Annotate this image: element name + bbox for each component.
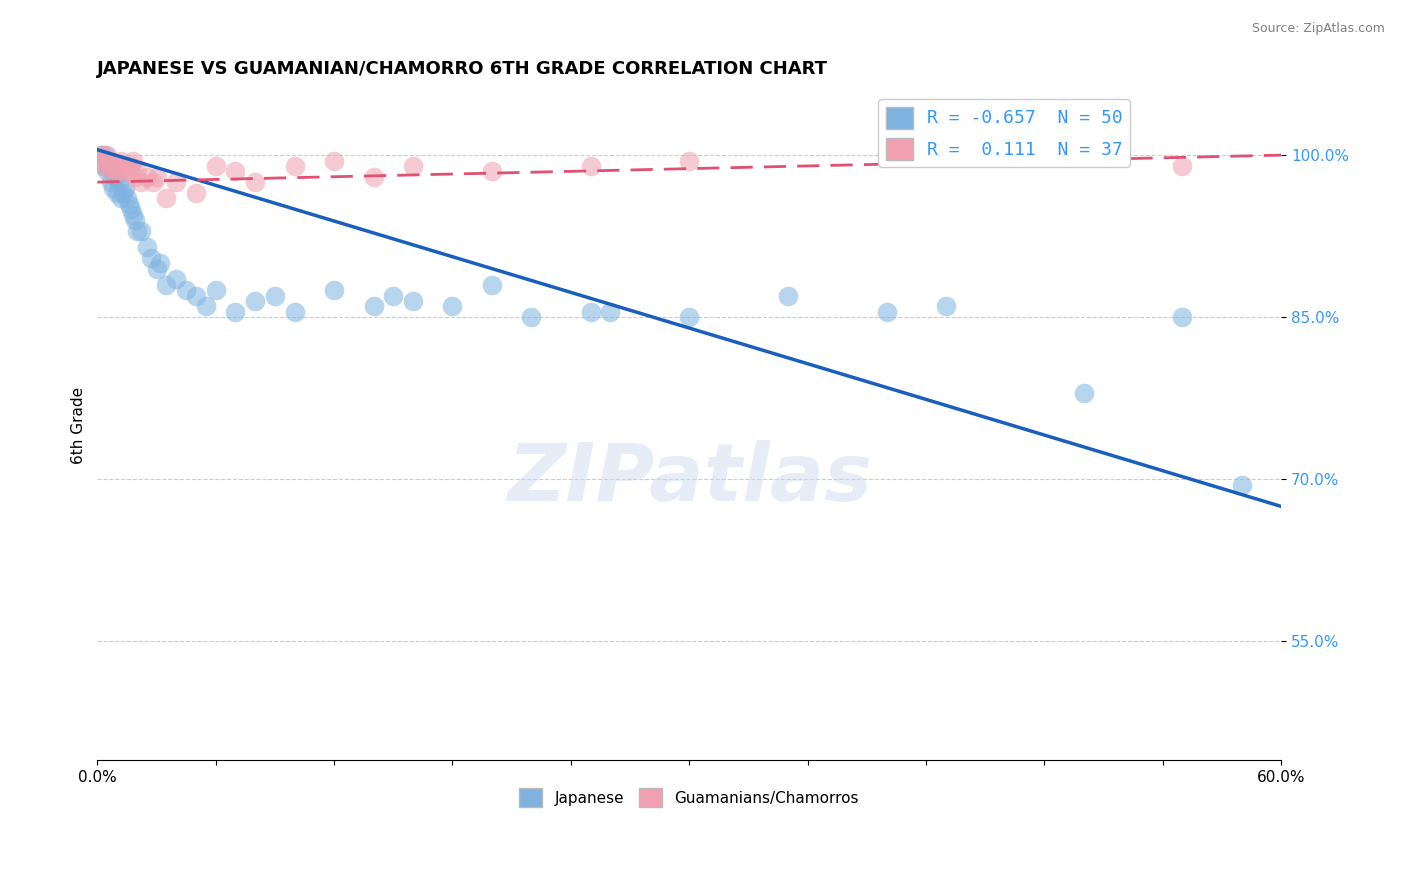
Point [194,300,217,314]
Point [125,164,148,178]
Point [149,256,172,270]
Point [121,208,143,222]
Point [1073,385,1095,400]
Point [139,251,162,265]
Point [98,153,121,168]
Point [124,169,146,184]
Point [96,148,118,162]
Point [108,159,131,173]
Point [94,148,117,162]
Point [129,175,152,189]
Point [284,159,307,173]
Point [104,159,127,173]
Point [165,272,187,286]
Point [114,180,136,194]
Point [90,148,112,162]
Point [174,283,197,297]
Point [402,293,425,308]
Point [115,191,138,205]
Point [135,240,157,254]
Point [105,164,128,178]
Point [101,180,124,194]
Point [145,261,167,276]
Point [599,305,621,319]
Point [1171,310,1194,325]
Point [1171,159,1194,173]
Point [104,169,127,184]
Point [100,164,122,178]
Point [678,310,700,325]
Point [155,191,177,205]
Point [243,175,266,189]
Point [776,288,799,302]
Point [155,277,177,292]
Point [382,288,405,302]
Y-axis label: 6th Grade: 6th Grade [72,387,86,464]
Point [105,186,128,200]
Point [204,159,226,173]
Point [184,186,207,200]
Point [101,159,124,173]
Point [110,153,132,168]
Point [111,186,134,200]
Point [110,191,132,205]
Point [441,300,464,314]
Point [520,310,543,325]
Point [224,164,246,178]
Text: Source: ZipAtlas.com: Source: ZipAtlas.com [1251,22,1385,36]
Point [118,164,141,178]
Point [145,169,167,184]
Point [1230,477,1253,491]
Point [935,300,957,314]
Legend: Japanese, Guamanians/Chamorros: Japanese, Guamanians/Chamorros [513,782,865,813]
Point [481,164,503,178]
Point [91,153,114,168]
Point [264,288,287,302]
Point [323,153,346,168]
Point [165,175,187,189]
Point [363,300,385,314]
Point [121,153,143,168]
Point [96,164,118,178]
Point [678,153,700,168]
Point [481,277,503,292]
Point [402,159,425,173]
Text: JAPANESE VS GUAMANIAN/CHAMORRO 6TH GRADE CORRELATION CHART: JAPANESE VS GUAMANIAN/CHAMORRO 6TH GRADE… [97,60,828,78]
Point [125,224,148,238]
Point [118,196,141,211]
Point [204,283,226,297]
Point [184,288,207,302]
Text: ZIPatlas: ZIPatlas [506,440,872,518]
Point [108,175,131,189]
Point [243,293,266,308]
Point [284,305,307,319]
Point [876,148,898,162]
Point [876,305,898,319]
Point [91,159,114,173]
Point [120,202,142,216]
Point [115,159,138,173]
Point [142,175,165,189]
Point [323,283,346,297]
Point [129,224,152,238]
Point [224,305,246,319]
Point [90,148,112,162]
Point [579,159,602,173]
Point [579,305,602,319]
Point [111,164,134,178]
Point [94,159,117,173]
Point [363,169,385,184]
Point [135,169,157,184]
Point [98,159,121,173]
Point [100,175,122,189]
Point [120,159,142,173]
Point [124,213,146,227]
